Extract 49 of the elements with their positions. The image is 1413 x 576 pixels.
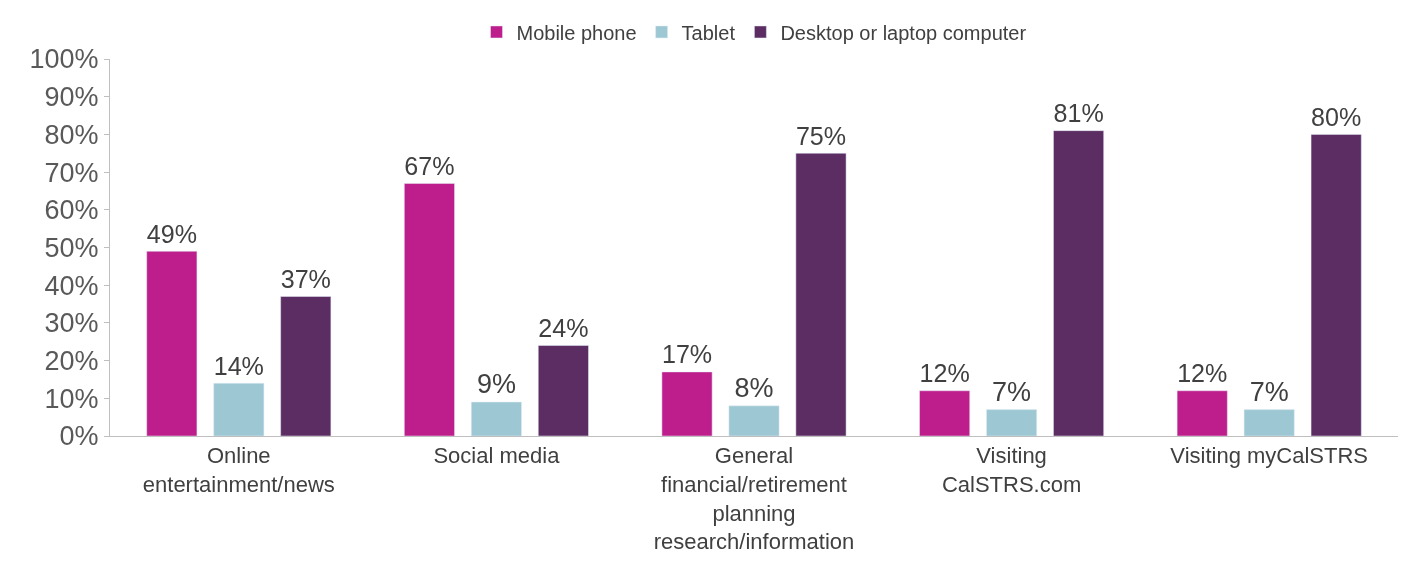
data-label: 17%	[661, 340, 713, 369]
bar	[146, 251, 198, 436]
data-label: 7%	[992, 376, 1032, 407]
y-tick-label: 30%	[44, 308, 99, 339]
bar	[919, 390, 970, 436]
bar	[471, 401, 522, 436]
bar	[986, 409, 1037, 436]
data-label: 12%	[919, 359, 970, 388]
data-label: 49%	[146, 219, 197, 248]
bar	[661, 371, 713, 436]
bar	[280, 296, 332, 436]
data-label: 37%	[280, 264, 331, 293]
x-tick-label: General financial/retirement planning research/information	[653, 443, 855, 555]
x-tick-label: Online entertainment/news	[142, 443, 335, 497]
bar	[1176, 390, 1228, 436]
data-label: 24%	[538, 313, 589, 342]
bar	[1053, 130, 1104, 436]
data-label: 67%	[404, 151, 455, 180]
y-tick-label: 100%	[29, 44, 99, 75]
data-label: 12%	[1177, 359, 1228, 388]
bar	[1310, 134, 1362, 436]
x-tick-label: Visiting myCalSTRS	[1170, 443, 1369, 469]
data-label: 14%	[213, 351, 264, 380]
y-tick-label: 0%	[59, 421, 99, 452]
data-label: 81%	[1053, 99, 1104, 128]
data-label: 7%	[1249, 376, 1289, 407]
legend-label: Desktop or laptop computer	[780, 21, 1027, 44]
y-tick-label: 70%	[44, 157, 99, 188]
y-tick-label: 40%	[44, 270, 99, 301]
bar	[728, 405, 780, 436]
bar	[1243, 409, 1295, 436]
data-label: 9%	[476, 369, 516, 400]
y-tick-label: 20%	[44, 346, 99, 377]
data-label: 80%	[1311, 102, 1362, 131]
data-label: 75%	[795, 121, 847, 150]
x-tick-label: Social media	[433, 443, 561, 469]
y-tick-label: 60%	[44, 195, 99, 226]
x-tick-label: Visiting CalSTRS.com	[941, 443, 1082, 497]
y-tick-label: 50%	[44, 232, 99, 263]
bar	[404, 183, 455, 436]
legend-label: Tablet	[681, 21, 736, 44]
legend-label: Mobile phone	[516, 21, 637, 44]
y-tick-label: 80%	[44, 119, 99, 150]
bar	[795, 153, 847, 436]
bar	[538, 345, 589, 436]
bar	[213, 382, 265, 436]
y-tick-label: 90%	[44, 82, 99, 113]
y-tick-label: 10%	[44, 383, 99, 414]
data-label: 8%	[734, 372, 774, 403]
